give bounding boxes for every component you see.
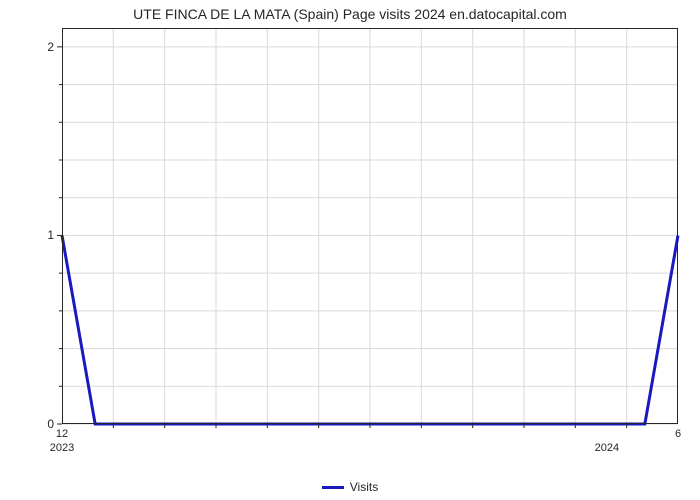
legend-label: Visits [350, 480, 378, 494]
y-tick-label: 2 [47, 40, 54, 54]
chart-container: UTE FINCA DE LA MATA (Spain) Page visits… [0, 0, 700, 500]
y-tick-label: 1 [47, 228, 54, 242]
chart-plot [62, 28, 678, 424]
x-tick-label-secondary: 2024 [595, 442, 619, 454]
x-tick-label: 6 [675, 428, 681, 440]
chart-title: UTE FINCA DE LA MATA (Spain) Page visits… [0, 6, 700, 22]
legend: Visits [0, 480, 700, 494]
x-tick-label-secondary: 2023 [50, 442, 74, 454]
y-tick-label: 0 [47, 417, 54, 431]
x-tick-label: 12 [56, 428, 68, 440]
legend-swatch [322, 486, 344, 489]
